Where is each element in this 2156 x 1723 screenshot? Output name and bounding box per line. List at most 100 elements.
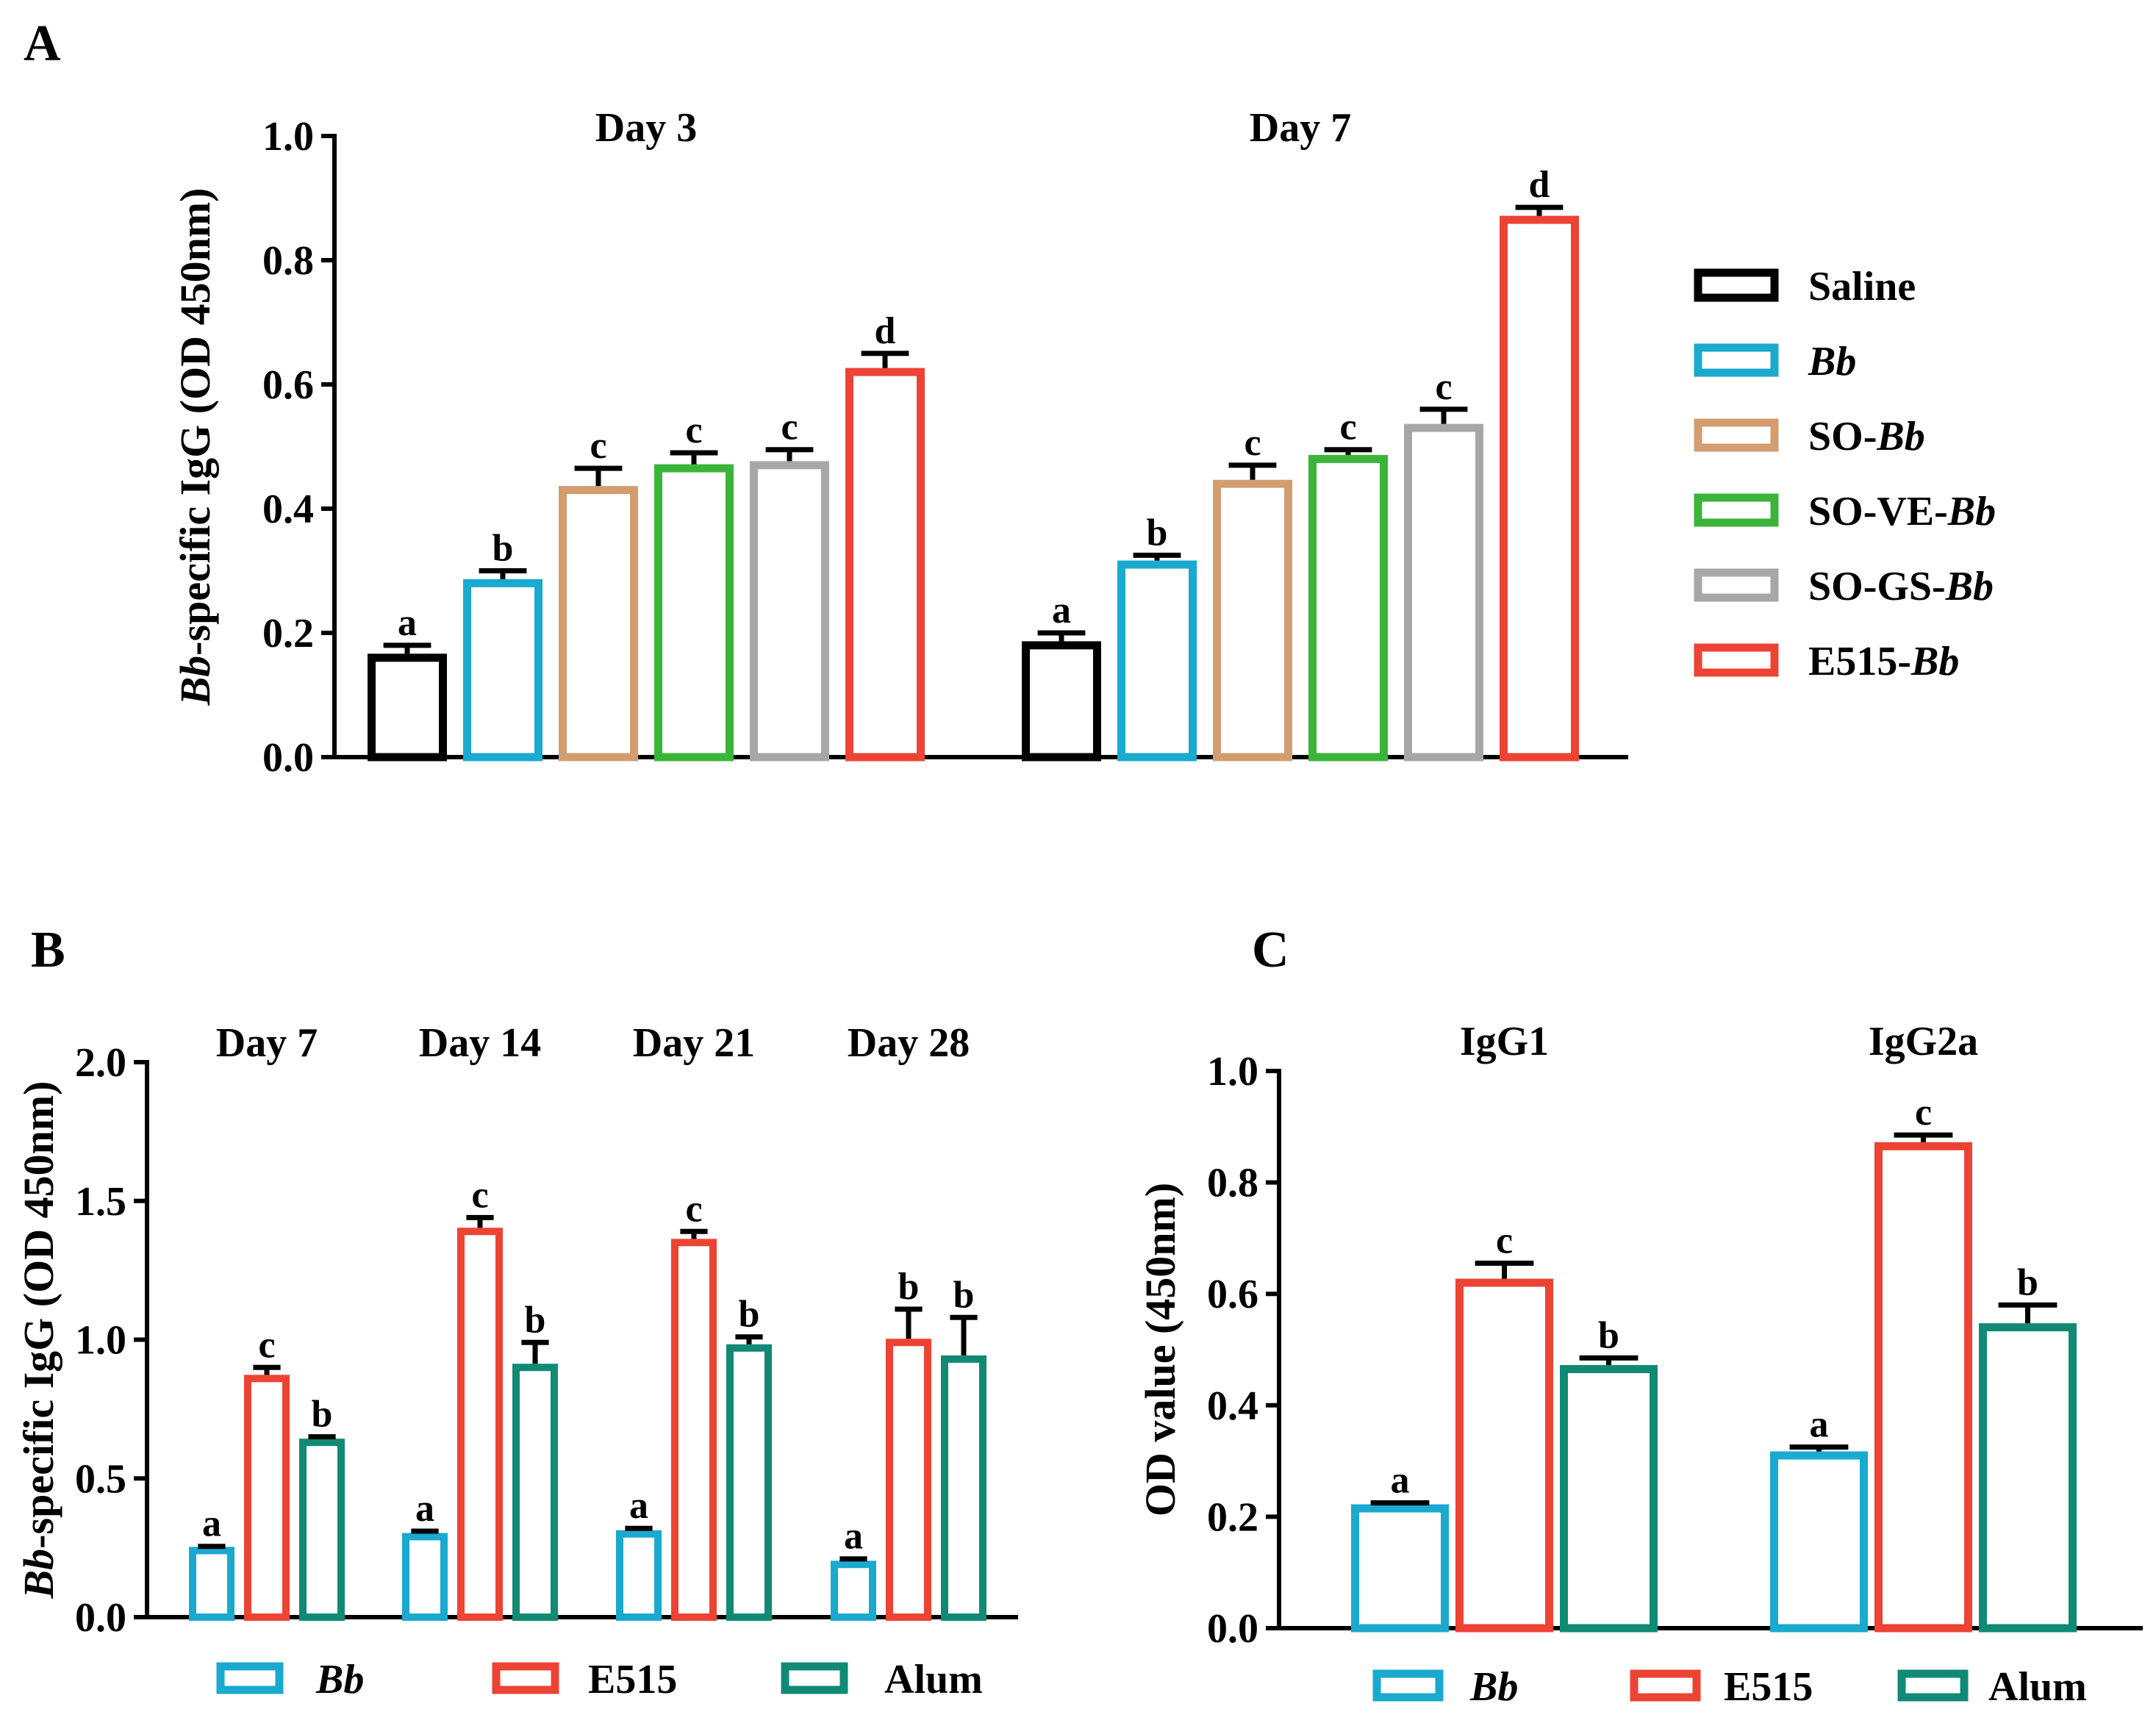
bar-alum-1 bbox=[1560, 1365, 1658, 1633]
bar-so-gs-bb-1 bbox=[750, 461, 829, 762]
bar-e515-1 bbox=[244, 1375, 290, 1621]
bar-so-ve-bb-2 bbox=[1308, 454, 1388, 762]
panel-a-label: A bbox=[24, 15, 61, 72]
significance-letter: b bbox=[739, 1294, 760, 1336]
y-tick-label: 0.4 bbox=[1207, 1383, 1258, 1429]
legend-swatch-e515 bbox=[492, 1662, 559, 1694]
y-tick-label: 1.0 bbox=[262, 114, 314, 160]
significance-letter: a bbox=[1391, 1459, 1410, 1501]
significance-letter: a bbox=[629, 1485, 648, 1527]
legend-label-bb: Bb bbox=[1469, 1664, 1518, 1710]
legend-label-so-bb: SO-Bb bbox=[1808, 414, 1925, 459]
legend: Bb E515 Alum bbox=[216, 1657, 983, 1702]
y-tick-label: 2.0 bbox=[75, 1040, 126, 1086]
y-tick-label: 0.8 bbox=[1207, 1161, 1258, 1206]
bar-alum-2 bbox=[1979, 1323, 2077, 1633]
y-tick-label: 0.5 bbox=[75, 1456, 126, 1502]
significance-letter: b bbox=[493, 528, 514, 570]
bar-so-gs-bb-2 bbox=[1404, 423, 1483, 762]
legend-label-e515: E515 bbox=[1724, 1664, 1813, 1710]
y-tick-label: 0.0 bbox=[262, 735, 314, 781]
group-label: Day 28 bbox=[848, 1020, 970, 1066]
significance-letter: c bbox=[1496, 1220, 1513, 1262]
bar-so-bb-1 bbox=[559, 486, 638, 762]
legend-swatch-bb bbox=[1372, 1669, 1444, 1702]
legend-swatch-e515 bbox=[1630, 1669, 1701, 1702]
significance-letter: c bbox=[1435, 366, 1452, 408]
chart-panel-c: 0.0 0.2 0.4 0.6 0.8 1.0 OD value (450nm) IgG1 a c… bbox=[1136, 1019, 2143, 1710]
bar-bb-2 bbox=[402, 1533, 448, 1621]
significance-letter: a bbox=[1052, 590, 1071, 631]
bar-e515-4 bbox=[886, 1339, 931, 1622]
significance-letter: b bbox=[312, 1394, 333, 1436]
legend-swatch-bb bbox=[1694, 343, 1779, 377]
legend-swatch-so-bb bbox=[1694, 418, 1779, 452]
legend-swatch-so-ve-bb bbox=[1694, 493, 1779, 527]
y-tick-label: 0.6 bbox=[262, 362, 314, 408]
y-axis-label: Bb-specific IgG (OD 450nm) bbox=[171, 188, 219, 706]
legend-label-bb: Bb bbox=[1808, 339, 1856, 384]
bar-bb-3 bbox=[616, 1530, 662, 1621]
legend-swatch-bb bbox=[216, 1662, 284, 1694]
bar-e515-bb-1 bbox=[845, 368, 925, 762]
legend: Saline Bb SO-Bb SO-VE-Bb SO-GS-Bb E515-Bb bbox=[1694, 264, 1996, 684]
bar-saline-1 bbox=[368, 653, 447, 762]
legend-label-alum: Alum bbox=[884, 1657, 983, 1702]
bar-alum-1 bbox=[299, 1439, 345, 1622]
significance-letter: c bbox=[258, 1324, 275, 1366]
y-tick-label: 1.0 bbox=[1207, 1049, 1258, 1095]
legend-swatch-e515-bb bbox=[1694, 643, 1779, 677]
bar-saline-2 bbox=[1022, 641, 1101, 762]
legend-label-e515: E515 bbox=[588, 1657, 677, 1702]
significance-letter: d bbox=[875, 310, 896, 352]
bar-alum-4 bbox=[941, 1355, 986, 1622]
bar-e515-2 bbox=[457, 1228, 503, 1621]
legend: Bb E515 Alum bbox=[1372, 1664, 2087, 1710]
significance-letter: c bbox=[685, 1188, 702, 1230]
significance-letter: c bbox=[471, 1174, 488, 1216]
significance-letter: a bbox=[415, 1488, 434, 1530]
group-label: IgG2a bbox=[1869, 1019, 1978, 1064]
legend-label-saline: Saline bbox=[1808, 264, 1916, 309]
significance-letter: b bbox=[1598, 1314, 1619, 1356]
bar-alum-2 bbox=[512, 1364, 558, 1621]
y-axis-label: Bb-specific IgG (OD 450nm) bbox=[15, 1081, 62, 1600]
y-tick-label: 0.4 bbox=[262, 487, 314, 532]
group-label: IgG1 bbox=[1460, 1019, 1549, 1064]
significance-letter: d bbox=[1529, 164, 1550, 206]
bar-bb-1 bbox=[1351, 1504, 1449, 1633]
significance-letter: b bbox=[525, 1299, 546, 1341]
bar-e515-1 bbox=[1455, 1278, 1553, 1633]
significance-letter: a bbox=[398, 602, 417, 644]
bar-bb-2 bbox=[1117, 560, 1197, 762]
significance-letter: b bbox=[898, 1266, 920, 1308]
bar-so-ve-bb-1 bbox=[654, 464, 734, 762]
group-label: Day 7 bbox=[1250, 105, 1351, 151]
group-label: Day 14 bbox=[419, 1020, 541, 1066]
significance-letter: c bbox=[590, 425, 606, 467]
y-tick-label: 0.0 bbox=[1207, 1606, 1258, 1652]
significance-letter: b bbox=[2017, 1261, 2038, 1303]
bar-bb-2 bbox=[1770, 1451, 1868, 1633]
legend-swatch-so-gs-bb bbox=[1694, 568, 1779, 602]
significance-letter: b bbox=[1147, 512, 1168, 554]
significance-letter: b bbox=[953, 1274, 975, 1316]
group-label: Day 21 bbox=[633, 1020, 755, 1066]
significance-letter: a bbox=[202, 1503, 221, 1545]
significance-letter: c bbox=[685, 409, 702, 451]
legend-swatch-alum bbox=[1897, 1669, 1969, 1702]
y-tick-label: 0.8 bbox=[262, 238, 314, 284]
bar-so-bb-2 bbox=[1213, 479, 1292, 762]
panel-c-label: C bbox=[1252, 922, 1289, 978]
y-tick-label: 0.0 bbox=[75, 1595, 126, 1641]
chart-panel-a: 0.0 0.2 0.4 0.6 0.8 1.0 Bb-specific IgG (OD 45… bbox=[171, 105, 1996, 781]
bar-bb-4 bbox=[831, 1561, 876, 1621]
group-label: Day 7 bbox=[216, 1020, 318, 1066]
y-tick-label: 1.5 bbox=[75, 1179, 126, 1225]
bar-e515-bb-2 bbox=[1500, 215, 1579, 762]
significance-letter: c bbox=[1244, 422, 1261, 464]
y-axis-label: OD value (450nm) bbox=[1136, 1183, 1184, 1516]
chart-panel-b: 0.0 0.5 1.0 1.5 2.0 Bb-specific IgG (OD 450nm… bbox=[15, 1020, 1018, 1702]
bar-alum-3 bbox=[726, 1344, 772, 1621]
